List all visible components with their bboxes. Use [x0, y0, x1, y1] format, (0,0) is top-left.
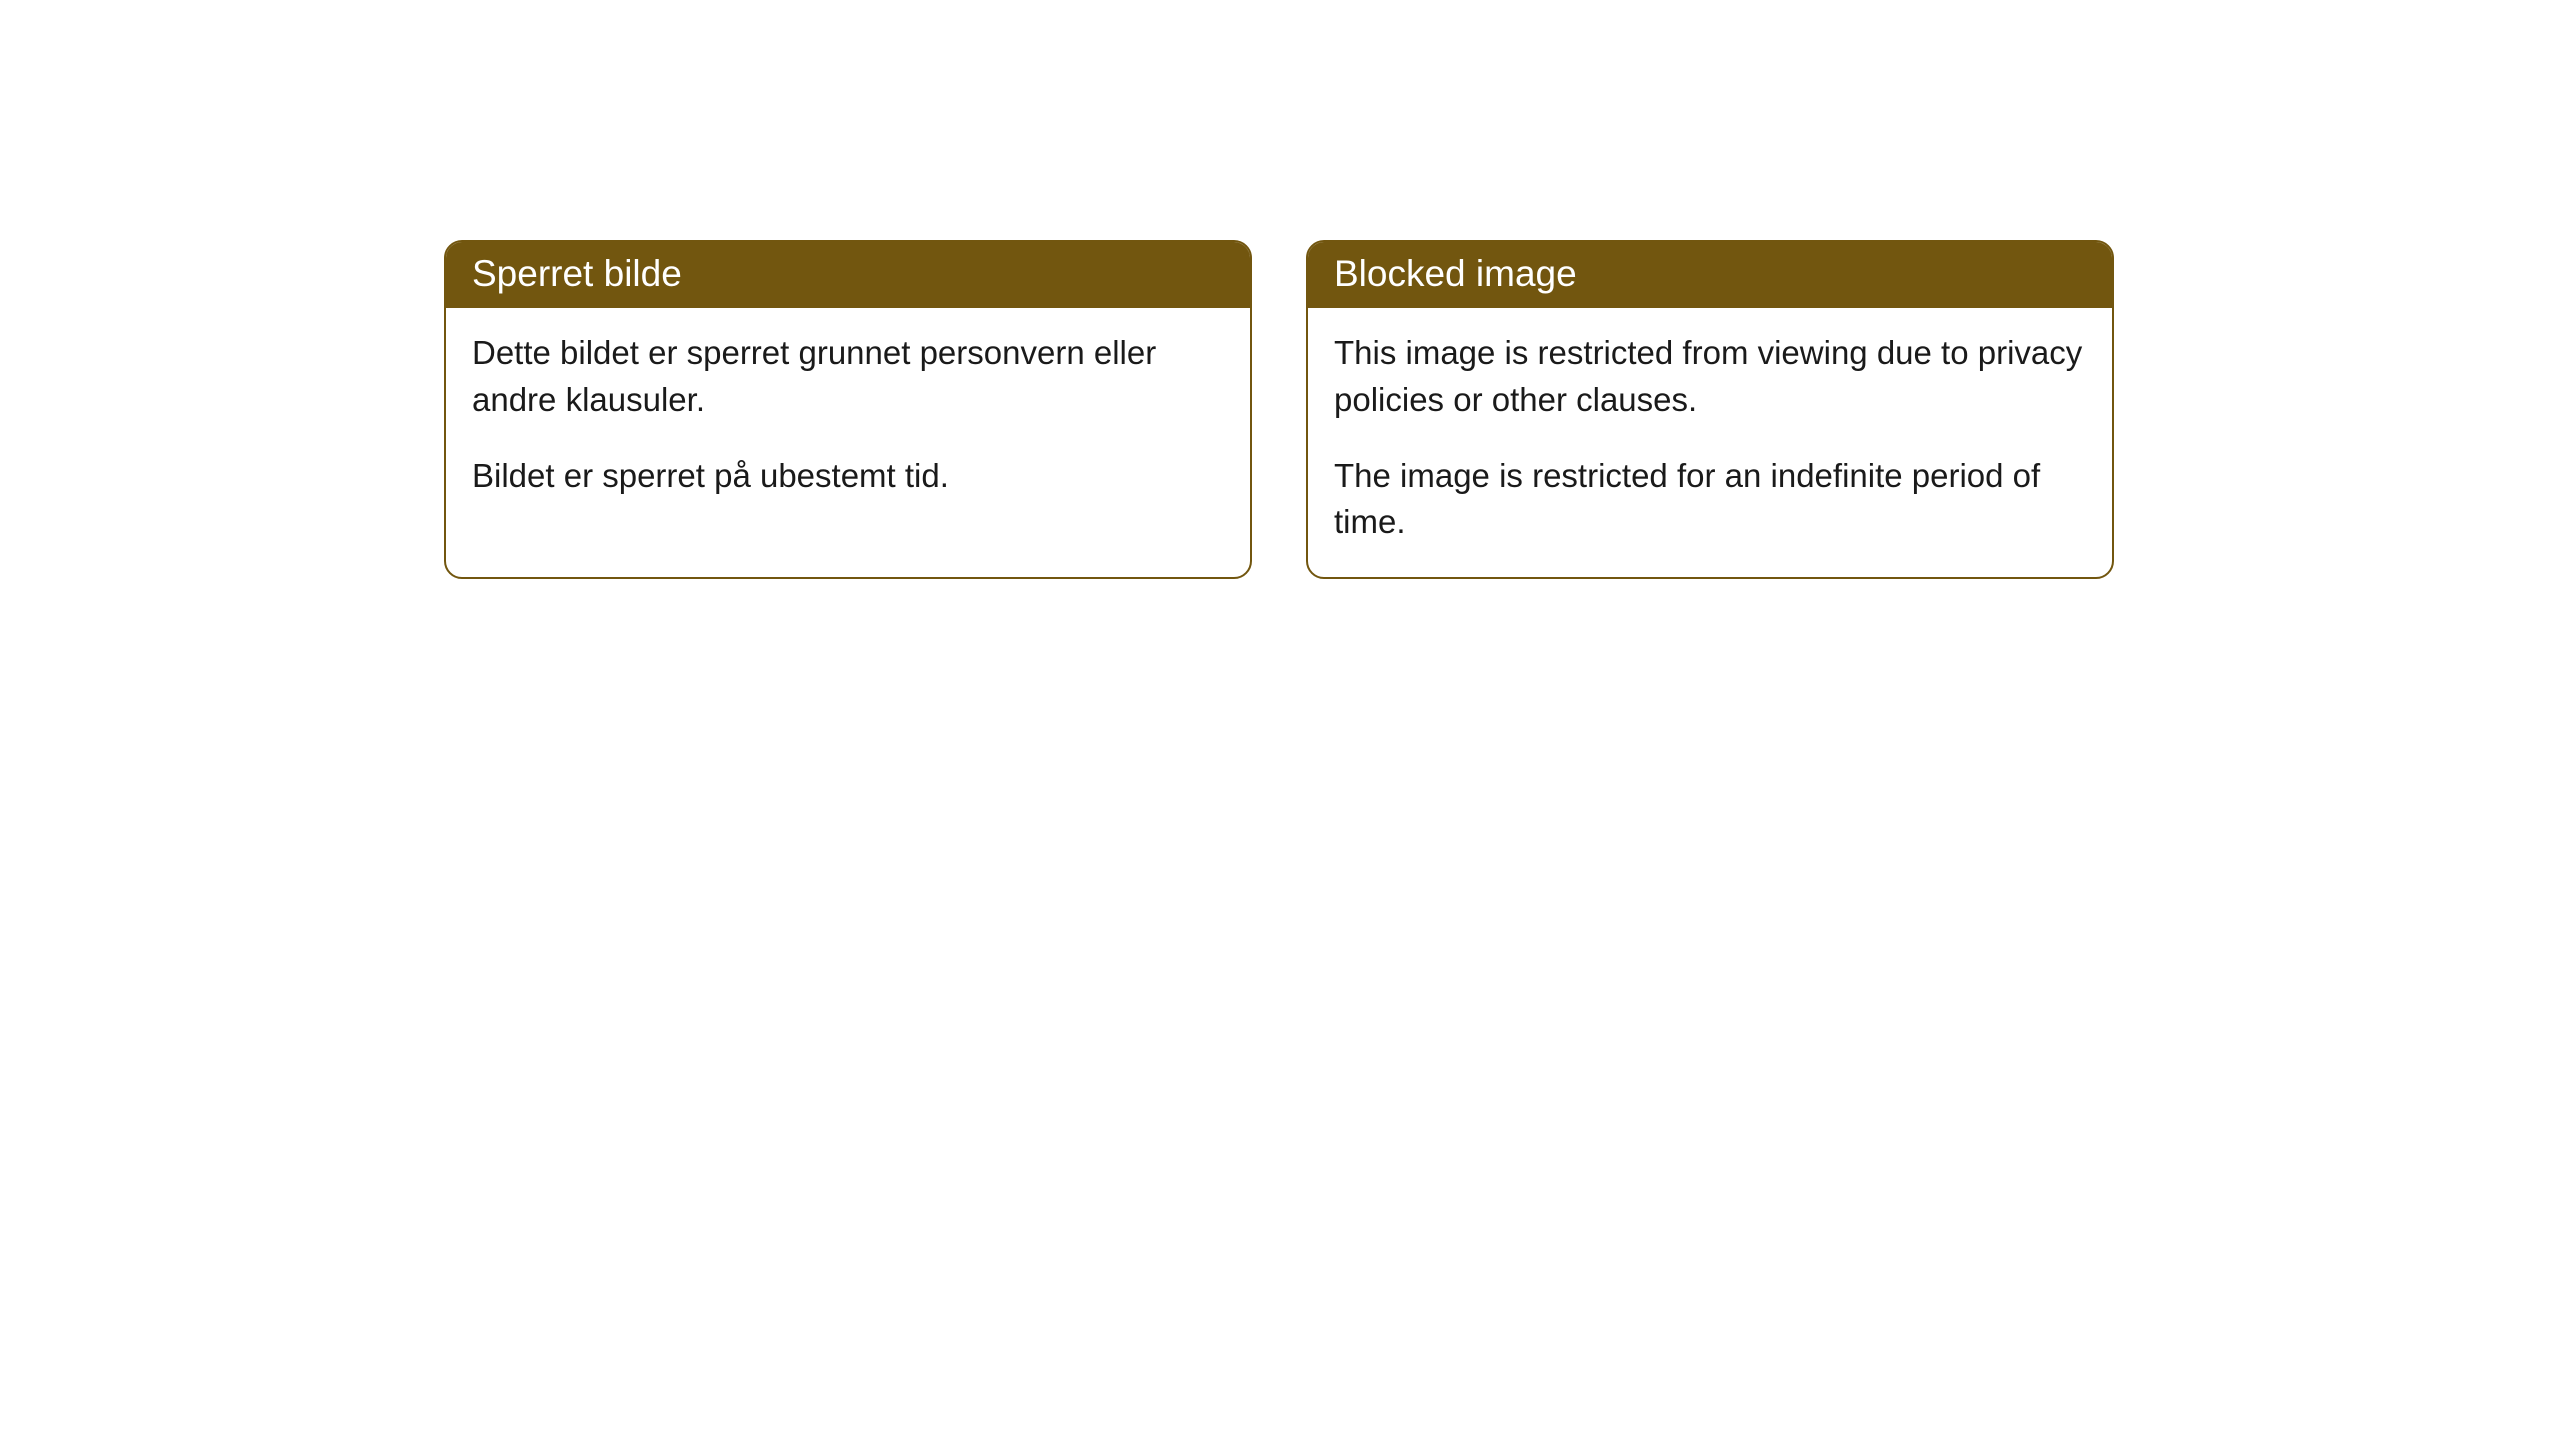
card-title: Blocked image — [1334, 253, 1577, 294]
card-paragraph: Bildet er sperret på ubestemt tid. — [472, 453, 1224, 499]
card-body: Dette bildet er sperret grunnet personve… — [446, 308, 1250, 531]
card-paragraph: Dette bildet er sperret grunnet personve… — [472, 330, 1224, 422]
notice-card-english: Blocked image This image is restricted f… — [1306, 240, 2114, 579]
card-header: Blocked image — [1308, 242, 2112, 308]
card-paragraph: This image is restricted from viewing du… — [1334, 330, 2086, 422]
card-paragraph: The image is restricted for an indefinit… — [1334, 453, 2086, 545]
notice-cards-container: Sperret bilde Dette bildet er sperret gr… — [444, 240, 2114, 579]
card-header: Sperret bilde — [446, 242, 1250, 308]
card-title: Sperret bilde — [472, 253, 682, 294]
card-body: This image is restricted from viewing du… — [1308, 308, 2112, 577]
notice-card-norwegian: Sperret bilde Dette bildet er sperret gr… — [444, 240, 1252, 579]
